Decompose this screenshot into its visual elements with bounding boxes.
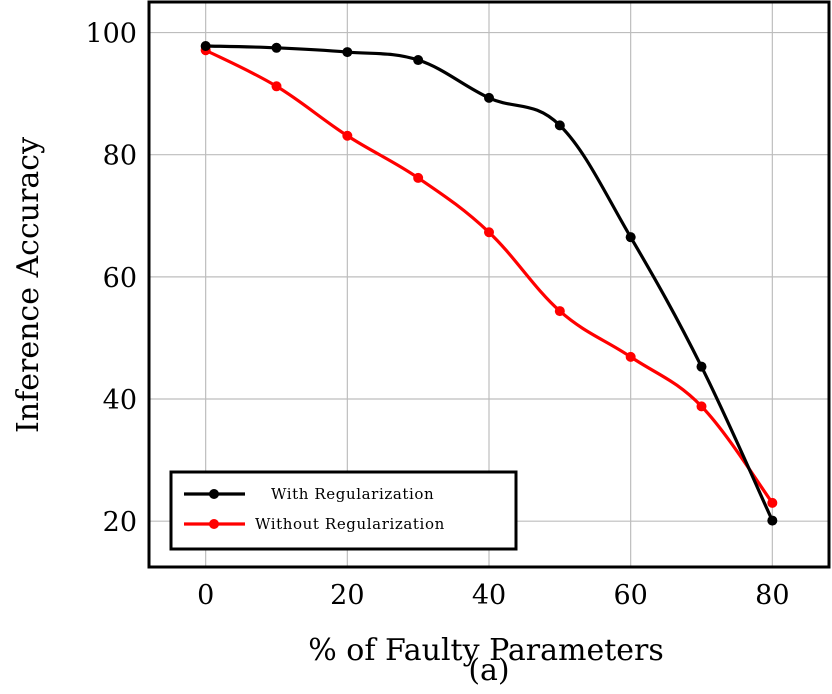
y-tick-label: 60 bbox=[103, 263, 137, 294]
figure-caption: (a) bbox=[468, 653, 509, 688]
data-point bbox=[271, 81, 282, 92]
legend-swatch-marker bbox=[209, 519, 219, 529]
legend-label: Without Regularization bbox=[255, 515, 445, 533]
data-point bbox=[484, 227, 494, 238]
legend-item: With Regularization bbox=[184, 485, 434, 503]
legend-item: Without Regularization bbox=[184, 515, 445, 533]
series-layer bbox=[200, 40, 778, 526]
y-tick-label: 100 bbox=[85, 19, 137, 50]
x-tick-label: 20 bbox=[330, 580, 364, 611]
data-point bbox=[625, 351, 636, 362]
data-point bbox=[554, 306, 565, 317]
y-tick-label: 80 bbox=[103, 141, 137, 172]
y-tick-label: 20 bbox=[103, 507, 137, 538]
data-point bbox=[767, 497, 778, 508]
data-point bbox=[413, 55, 424, 66]
x-tick-label: 0 bbox=[197, 580, 214, 611]
x-tick-label: 80 bbox=[755, 580, 789, 611]
data-point bbox=[767, 515, 778, 526]
data-point bbox=[413, 172, 424, 183]
data-point bbox=[696, 401, 707, 412]
x-tick-label: 60 bbox=[613, 580, 647, 611]
legend-box bbox=[169, 470, 518, 551]
data-point bbox=[342, 47, 353, 58]
y-tick-label: 40 bbox=[103, 385, 137, 416]
data-point bbox=[625, 232, 636, 243]
y-tick-labels: 20 40 60 80 100 bbox=[85, 19, 137, 539]
data-point bbox=[271, 42, 282, 53]
plot-frame bbox=[147, 0, 831, 569]
data-point bbox=[696, 361, 707, 372]
legend-swatch-marker bbox=[209, 489, 219, 499]
y-axis-label: Inference Accuracy bbox=[11, 137, 46, 433]
x-tick-label: 40 bbox=[472, 580, 506, 611]
legend-label: With Regularization bbox=[271, 485, 434, 503]
x-axis-label: % of Faulty Parameters bbox=[308, 633, 664, 668]
series-with-regularization bbox=[200, 40, 778, 526]
data-point bbox=[484, 92, 494, 103]
legend: With Regularization Without Regularizatio… bbox=[169, 470, 518, 551]
data-point bbox=[342, 130, 353, 141]
data-point bbox=[554, 120, 565, 131]
data-point bbox=[200, 40, 211, 51]
x-tick-labels: 0 20 40 60 80 bbox=[197, 580, 789, 611]
